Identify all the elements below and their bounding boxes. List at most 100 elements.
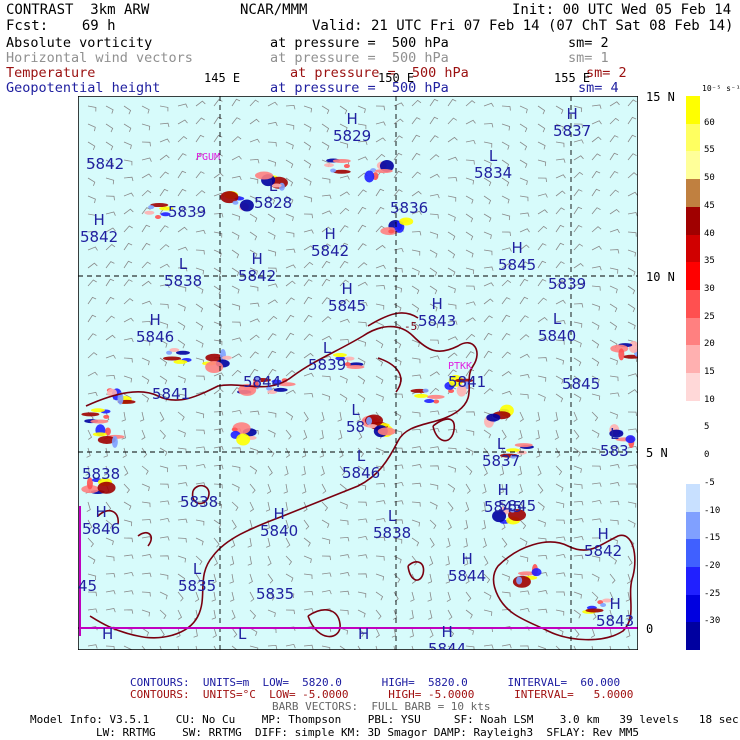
wind-barb [555, 339, 565, 345]
wind-barb [447, 136, 458, 143]
field-level: at pressure = 500 hPa [270, 35, 449, 51]
wind-barb [213, 483, 223, 489]
product-title: CONTRAST 3km ARW [6, 2, 150, 18]
wind-barb [177, 518, 188, 524]
wind-barb [285, 123, 295, 130]
vorticity-cell [399, 217, 414, 226]
wind-barb [303, 573, 313, 580]
colorbar-tick: 25 [704, 311, 715, 322]
wind-barb [267, 483, 272, 494]
center-value: 5840 [260, 522, 299, 540]
vorticity-cell [377, 427, 396, 436]
wind-barb [555, 519, 565, 525]
wind-barb [229, 555, 235, 566]
vorticity-cell [509, 508, 516, 513]
wind-barb [411, 537, 420, 547]
wind-barb [105, 243, 116, 251]
center-value: 5841 [448, 373, 487, 391]
wind-barb [249, 302, 260, 308]
wind-barb [591, 188, 601, 197]
colorbar-swatch [686, 179, 700, 208]
wind-barb [519, 393, 529, 399]
colorbar-swatch [686, 400, 700, 429]
wind-barb [87, 195, 96, 204]
vorticity-cell [117, 392, 124, 405]
wind-barb [393, 519, 404, 524]
wind-barb [247, 555, 252, 566]
center-type: H [431, 295, 443, 313]
wind-barb [393, 339, 402, 349]
wind-barb [465, 317, 476, 323]
wind-barb [609, 392, 620, 397]
wind-barb [141, 224, 151, 233]
wind-barb [499, 483, 504, 494]
wind-barb [429, 173, 440, 179]
wind-barb [177, 285, 187, 292]
vorticity-cell [150, 203, 169, 208]
wind-barb [591, 104, 602, 109]
wind-barb [321, 194, 332, 200]
wind-barb [409, 627, 414, 638]
wind-barb [357, 156, 368, 161]
height-center-label: 5845 [498, 498, 536, 515]
wind-barb [627, 267, 636, 276]
vorticity-cell [346, 364, 365, 369]
vorticity-cell [81, 412, 100, 417]
wind-barb [411, 99, 422, 107]
wind-barb [231, 321, 241, 327]
wind-barb [573, 189, 583, 197]
wind-barb [501, 195, 510, 204]
wind-barb [537, 645, 546, 650]
wind-barb [177, 537, 187, 543]
wind-barb [321, 297, 331, 305]
vorticity-colorbar [686, 96, 700, 651]
height-center-label: L 58 [346, 402, 365, 436]
wind-barb [123, 554, 134, 559]
wind-barb [285, 447, 291, 458]
height-center-label: 5841 [152, 386, 190, 403]
wind-barb [303, 590, 314, 596]
wind-barb [627, 501, 637, 508]
wind-barb [231, 465, 241, 472]
center-value: 5841 [152, 385, 191, 403]
wind-barb [339, 298, 350, 305]
wind-barb [141, 554, 152, 559]
wind-barb [123, 337, 134, 343]
wind-barb [573, 375, 582, 385]
wind-barb [213, 153, 223, 161]
lat-label-10n: 10 N [646, 270, 675, 284]
wind-barb [429, 154, 440, 161]
center-value: 5828 [254, 194, 293, 212]
wind-barb [411, 555, 418, 566]
wind-barb [429, 483, 439, 490]
wind-barb [375, 339, 384, 349]
wind-barb [591, 499, 602, 505]
wind-barb [249, 177, 259, 184]
wind-barb [195, 171, 205, 179]
wind-barb [267, 447, 275, 458]
vorticity-cell [155, 215, 161, 219]
wind-barb [339, 242, 349, 251]
wind-barb [123, 465, 129, 476]
colorbar-tick: 15 [704, 367, 715, 377]
wind-barb [123, 501, 132, 510]
wind-barb [177, 465, 188, 470]
wind-barb [159, 283, 170, 289]
wind-barb [213, 446, 224, 451]
center-type: H [341, 280, 353, 298]
colorbar-swatch [686, 262, 700, 291]
wind-barb [447, 249, 456, 259]
wind-barb [465, 591, 472, 602]
wind-barb [411, 428, 422, 434]
vorticity-cell [148, 205, 155, 210]
wind-barb [625, 591, 631, 602]
wind-barb [483, 102, 494, 107]
wind-barb [627, 373, 638, 378]
wind-barb [105, 141, 114, 151]
center-type: H [346, 110, 358, 128]
wind-barb [284, 519, 289, 530]
wind-barb [429, 213, 439, 219]
wind-barb [375, 121, 386, 126]
wind-barb [105, 211, 116, 216]
wind-barb [591, 518, 602, 523]
